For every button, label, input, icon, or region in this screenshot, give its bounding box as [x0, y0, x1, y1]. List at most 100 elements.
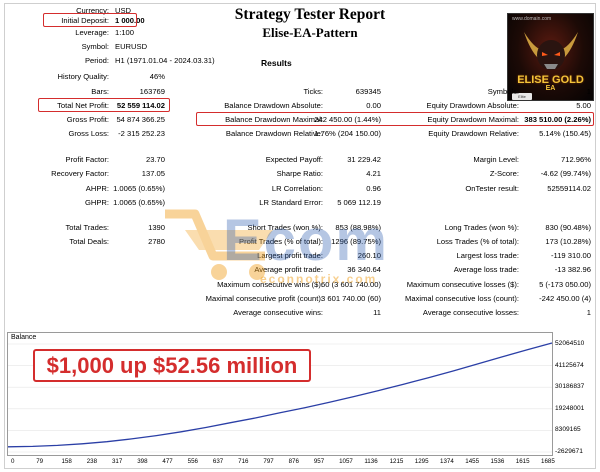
- largest-profit-value: 260.10: [357, 251, 381, 260]
- strategy-tester-report: Strategy Tester Report Elise-EA-Pattern …: [4, 3, 596, 469]
- x-tick-label: 0: [11, 458, 15, 465]
- largest-loss-label: Largest loss trade:: [456, 251, 519, 260]
- bal-dd-max-label: Balance Drawdown Maximal:: [225, 115, 323, 124]
- ontester-label: OnTester result:: [465, 184, 519, 193]
- x-tick-label: 317: [111, 458, 123, 465]
- maxl-cons-profit-value: 3 601 740.00 (60): [321, 294, 381, 303]
- expected-payoff-value: 31 229.42: [347, 155, 381, 164]
- gross-loss-label: Gross Loss:: [68, 129, 109, 138]
- max-cons-losses-value: 5 (-173 050.00): [539, 280, 591, 289]
- history-quality-label: History Quality:: [57, 72, 109, 81]
- initial-deposit-highlight: [43, 13, 137, 27]
- bars-label: Bars:: [91, 87, 109, 96]
- zscore-label: Z-Score:: [489, 169, 519, 178]
- ghpr-value: 1.0065 (0.65%): [113, 198, 165, 207]
- total-deals-value: 2780: [148, 237, 165, 246]
- product-image: www.domain.com ELISE GOLD EA Elite: [507, 13, 594, 101]
- loss-trades-value: 173 (10.28%): [545, 237, 591, 246]
- x-tick-label: 1136: [364, 458, 378, 465]
- eq-dd-abs-label: Equity Drawdown Absolute:: [426, 101, 519, 110]
- bal-dd-rel-label: Balance Drawdown Relative:: [225, 129, 323, 138]
- results-heading: Results: [261, 58, 292, 68]
- x-tick-label: 1057: [339, 458, 353, 465]
- initial-deposit-label: Initial Deposit:: [61, 16, 109, 25]
- profit-factor-label: Profit Factor:: [65, 155, 109, 164]
- x-tick-label: 158: [61, 458, 72, 465]
- total-trades-value: 1390: [148, 223, 165, 232]
- avg-cons-losses-value: 1: [586, 308, 591, 317]
- maxl-cons-loss-label: Maximal consecutive loss (count):: [405, 294, 519, 303]
- long-trades-value: 830 (90.48%): [545, 223, 591, 232]
- x-tick-label: 1455: [465, 458, 480, 465]
- profit-trades-value: 1296 (89.75%): [331, 237, 381, 246]
- avg-profit-value: 36 340.64: [347, 265, 381, 274]
- expected-payoff-label: Expected Payoff:: [265, 155, 323, 164]
- x-tick-label: 477: [162, 458, 173, 465]
- avg-cons-wins-value: 11: [373, 308, 381, 317]
- watermark-domain: econnotrix.com: [260, 272, 378, 286]
- long-trades-label: Long Trades (won %):: [444, 223, 519, 232]
- product-name: ELISE GOLD: [517, 74, 584, 86]
- bars-value: 163769: [139, 87, 165, 96]
- short-trades-label: Short Trades (won %):: [247, 223, 323, 232]
- lr-corr-value: 0.96: [366, 184, 381, 193]
- y-tick-label: 52064510: [555, 340, 585, 347]
- max-cons-losses-label: Maximum consecutive losses ($):: [406, 280, 519, 289]
- symbols-label: Symbols:: [487, 87, 519, 96]
- recovery-factor-label: Recovery Factor:: [51, 169, 109, 178]
- recovery-factor-value: 137.05: [141, 169, 165, 178]
- eq-dd-rel-value: 5.14% (150.45): [539, 129, 591, 138]
- eq-dd-rel-label: Equity Drawdown Relative:: [428, 129, 519, 138]
- ahpr-value: 1.0065 (0.65%): [113, 184, 165, 193]
- avg-cons-losses-label: Average consecutive losses:: [422, 308, 519, 317]
- x-tick-label: 1685: [541, 458, 555, 465]
- y-tick-label: -2629671: [555, 448, 583, 455]
- leverage-value: 1:100: [115, 28, 135, 37]
- symbol-value: EURUSD: [115, 42, 148, 51]
- profit-factor-value: 23.70: [145, 155, 165, 164]
- currency-value: USD: [115, 6, 132, 15]
- growth-callout: $1,000 up $52.56 million: [33, 349, 311, 382]
- x-tick-label: 1615: [515, 458, 530, 465]
- bal-dd-abs-label: Balance Drawdown Absolute:: [224, 101, 323, 110]
- x-tick-label: 1215: [389, 458, 404, 465]
- eq-dd-max-value: 383 510.00 (2.26%): [524, 115, 591, 124]
- x-tick-label: 1295: [414, 458, 429, 465]
- gross-profit-value: 54 874 366.25: [116, 115, 165, 124]
- eq-dd-abs-value: 5.00: [576, 101, 591, 110]
- y-tick-label: 41125674: [555, 361, 584, 369]
- short-trades-value: 853 (88.98%): [335, 223, 381, 232]
- balance-chart: Balance $1,000 up $52.56 million 5206451…: [7, 332, 593, 468]
- y-tick-label: 19248001: [555, 404, 585, 412]
- largest-loss-value: -119 310.00: [551, 251, 591, 260]
- net-profit-value: 52 559 114.02: [116, 101, 165, 110]
- chart-title: Balance: [11, 334, 37, 341]
- x-tick-label: 957: [313, 458, 325, 465]
- ticks-label: Ticks:: [303, 87, 323, 96]
- initial-deposit-value: 1 000.00: [115, 16, 145, 25]
- gross-profit-label: Gross Profit:: [66, 115, 109, 124]
- eq-dd-max-label: Equity Drawdown Maximal:: [427, 115, 519, 124]
- total-deals-label: Total Deals:: [69, 237, 109, 246]
- bal-dd-rel-value: 1.76% (204 150.00): [314, 129, 381, 138]
- lr-std-value: 5 069 112.19: [337, 198, 381, 207]
- period-label: Period:: [84, 56, 109, 65]
- y-tick-label: 30186837: [555, 383, 585, 391]
- ontester-value: 52559114.02: [547, 184, 591, 193]
- ghpr-label: GHPR:: [84, 198, 109, 207]
- y-tick-label: 8309165: [555, 426, 581, 434]
- x-tick-label: 797: [263, 458, 274, 465]
- bal-dd-abs-value: 0.00: [366, 101, 381, 110]
- avg-loss-label: Average loss trade:: [453, 265, 519, 274]
- balance-series-line: [7, 342, 553, 448]
- x-tick-label: 876: [288, 458, 299, 465]
- x-tick-label: 716: [238, 458, 249, 465]
- x-tick-label: 637: [212, 458, 224, 465]
- lr-std-label: LR Standard Error:: [259, 198, 323, 207]
- history-quality-value: 46%: [149, 72, 165, 81]
- avg-loss-value: -13 382.96: [554, 265, 591, 274]
- symbol-label: Symbol:: [81, 42, 109, 51]
- profit-trades-label: Profit Trades (% of total):: [239, 237, 323, 246]
- x-tick-label: 398: [137, 458, 148, 465]
- balance-chart-plot: [7, 342, 553, 453]
